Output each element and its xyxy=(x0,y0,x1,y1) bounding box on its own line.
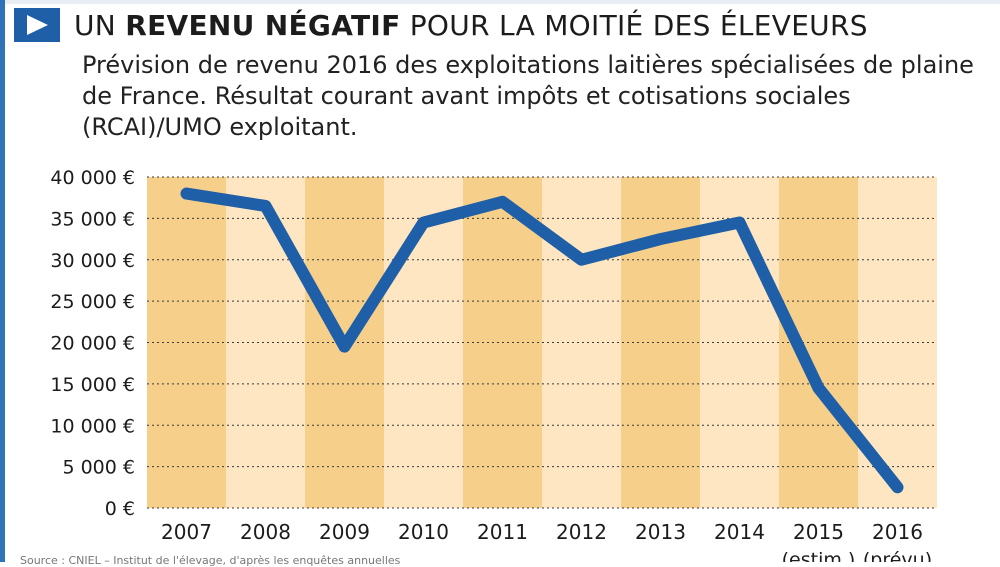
y-tick-label: 10 000 € xyxy=(50,415,135,437)
x-tick-label: 2014 xyxy=(714,520,765,544)
x-tick-label: 2016 xyxy=(872,520,923,544)
title-row: UN REVENU NÉGATIF POUR LA MOITIÉ DES ÉLE… xyxy=(14,4,868,46)
data-point-2013 xyxy=(655,234,666,245)
y-tick-label: 40 000 € xyxy=(50,167,135,189)
x-tick-label: 2009 xyxy=(319,520,370,544)
x-axis-ticks: 2007 2008 2009 2010 2011 2012 2013 2014 2015 (est… xyxy=(161,520,932,562)
data-point-2015 xyxy=(813,383,824,394)
x-tick-label: 2008 xyxy=(240,520,291,544)
category-band-2008 xyxy=(226,177,305,508)
y-tick-label: 30 000 € xyxy=(50,250,135,272)
data-point-2012 xyxy=(576,254,587,265)
y-axis-ticks: 0 € 5 000 € 10 000 € 15 000 € 20 000 € 25 000… xyxy=(50,167,135,520)
x-tick-label: 2012 xyxy=(556,520,607,544)
title-part-2: POUR LA MOITIÉ DES ÉLEVEURS xyxy=(400,8,868,42)
y-tick-label: 20 000 € xyxy=(50,333,135,355)
left-border xyxy=(0,0,5,562)
chart-title: UN REVENU NÉGATIF POUR LA MOITIÉ DES ÉLE… xyxy=(74,9,868,42)
title-part-bold: REVENU NÉGATIF xyxy=(125,8,401,42)
x-tick-label: 2011 xyxy=(477,520,528,544)
play-triangle-icon xyxy=(14,8,60,42)
data-point-2007 xyxy=(181,188,192,199)
chart-subtitle: Prévision de revenu 2016 des exploitatio… xyxy=(82,51,974,141)
data-point-2016 xyxy=(892,482,903,493)
title-part-1: UN xyxy=(74,8,126,42)
y-tick-label: 25 000 € xyxy=(50,291,135,313)
x-tick-label: 2013 xyxy=(635,520,686,544)
y-tick-label: 15 000 € xyxy=(50,374,135,396)
top-border xyxy=(0,0,1000,4)
y-tick-label: 0 € xyxy=(105,498,135,520)
data-point-2011 xyxy=(497,196,508,207)
y-tick-label: 35 000 € xyxy=(50,208,135,230)
chart-series xyxy=(180,187,904,494)
play-triangle-glyph xyxy=(27,15,48,35)
data-point-2008 xyxy=(260,200,271,211)
data-point-2010 xyxy=(418,217,429,228)
data-point-2014 xyxy=(734,217,745,228)
series-line xyxy=(180,187,904,494)
source-note: Source : CNIEL – Institut de l'élevage, … xyxy=(20,554,401,567)
y-tick-label: 5 000 € xyxy=(62,457,135,479)
data-point-2009 xyxy=(339,341,350,352)
x-tick-label: 2007 xyxy=(161,520,212,544)
x-tick-label: 2015 xyxy=(793,520,844,544)
x-tick-label: 2010 xyxy=(398,520,449,544)
x-tick-sublabel: (prévu) xyxy=(863,549,932,562)
x-tick-sublabel: (estim.) xyxy=(782,549,856,562)
